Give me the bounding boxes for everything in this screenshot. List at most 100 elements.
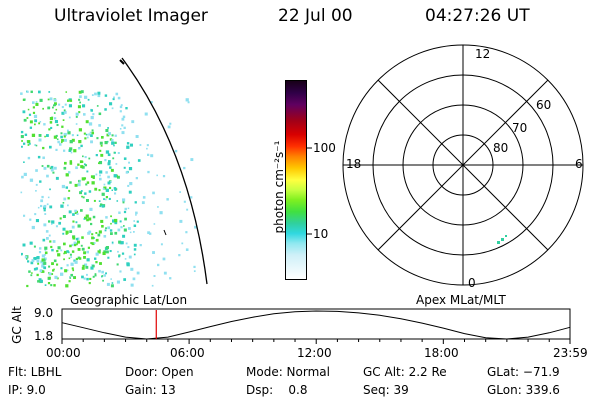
emission-pixel (51, 262, 54, 266)
emission-pixel (60, 135, 63, 139)
emission-pixel (130, 143, 134, 147)
timeline-x-tick-1800: 18:00 (424, 346, 459, 360)
emission-pixel (75, 237, 79, 241)
emission-pixel (76, 134, 79, 137)
emission-pixel (92, 215, 96, 219)
emission-pixel (71, 243, 74, 247)
emission-pixel (83, 113, 86, 116)
emission-pixel (69, 99, 73, 102)
emission-pixel (78, 257, 82, 260)
emission-pixel (133, 224, 137, 228)
emission-pixel (88, 190, 92, 193)
emission-pixel (117, 152, 120, 155)
emission-pixel (119, 110, 122, 113)
emission-pixel (63, 109, 66, 112)
emission-pixel (92, 176, 95, 179)
emission-pixel (44, 246, 48, 250)
emission-pixel (156, 174, 158, 177)
emission-pixel (101, 192, 105, 196)
emission-pixel (127, 207, 130, 210)
emission-pixel (60, 132, 63, 135)
emission-pixel (65, 186, 69, 189)
emission-pixel (77, 224, 81, 228)
emission-pixel (135, 177, 138, 180)
emission-pixel (113, 174, 117, 178)
emission-pixel (35, 169, 38, 172)
emission-pixel (105, 188, 109, 192)
emission-pixel (35, 190, 37, 192)
emission-pixel (71, 134, 74, 137)
emission-pixel (85, 214, 89, 218)
emission-pixel (54, 117, 57, 120)
emission-pixel (113, 96, 115, 99)
mlt-line-diag2 (377, 79, 549, 251)
emission-pixel (125, 171, 129, 174)
emission-pixel (74, 260, 78, 264)
emission-pixel (33, 267, 37, 271)
emission-pixel (68, 189, 71, 192)
emission-pixel (126, 263, 130, 267)
emission-pixel (119, 270, 122, 273)
emission-pixel (46, 164, 50, 168)
emission-pixel (42, 270, 45, 273)
emission-pixel (111, 189, 114, 192)
emission-pixel (33, 257, 37, 261)
emission-pixel (36, 256, 40, 260)
emission-pixel (81, 266, 85, 270)
emission-pixel (20, 92, 23, 95)
emission-pixel (34, 213, 37, 216)
emission-pixel (51, 168, 54, 172)
emission-pixel (65, 284, 69, 288)
emission-pixel (90, 222, 93, 226)
emission-pixel (38, 251, 42, 254)
emission-pixel (43, 261, 47, 265)
emission-pixel (121, 252, 125, 255)
emission-pixel (40, 279, 43, 283)
info-gain: Gain: 13 (125, 383, 176, 397)
emission-pixel (98, 161, 103, 165)
emission-pixel (82, 264, 85, 268)
emission-pixel (20, 130, 24, 134)
emission-pixel (65, 232, 68, 235)
emission-pixel (94, 273, 97, 275)
emission-pixel (88, 122, 93, 126)
emission-pixel (41, 195, 44, 199)
emission-pixel (162, 175, 166, 178)
emission-pixel (67, 204, 69, 207)
emission-pixel (88, 157, 91, 160)
emission-pixel (60, 267, 63, 270)
emission-pixel (137, 159, 141, 162)
emission-pixel (31, 272, 33, 274)
emission-pixel (88, 133, 91, 136)
emission-pixel (116, 263, 119, 266)
emission-pixel (38, 134, 42, 137)
emission-pixel (96, 137, 99, 140)
mlt-label-6: 6 (575, 157, 583, 171)
emission-pixel (99, 149, 102, 152)
emission-pixel (52, 106, 54, 109)
emission-pixel (109, 186, 112, 190)
emission-pixel (48, 220, 51, 223)
emission-pixel (29, 126, 33, 129)
emission-pixel (104, 94, 108, 97)
emission-pixel (46, 134, 49, 137)
emission-pixel (136, 271, 140, 275)
emission-pixel (166, 198, 169, 201)
emission-pixel (83, 218, 86, 220)
emission-pixel (66, 250, 69, 253)
emission-pixel (75, 257, 79, 261)
emission-pixel (90, 242, 93, 245)
emission-pixel (123, 228, 127, 232)
emission-pixel (68, 280, 71, 283)
emission-pixel (73, 241, 77, 245)
emission-pixel (31, 259, 35, 263)
emission-pixel (151, 284, 154, 287)
emission-pixel (106, 250, 109, 254)
emission-pixel (68, 104, 73, 108)
emission-pixel (61, 111, 65, 115)
emission-pixel (126, 145, 130, 149)
emission-pixel (89, 277, 92, 281)
emission-pixel (110, 284, 114, 288)
emission-pixel (58, 221, 62, 225)
emission-pixel (128, 190, 132, 194)
